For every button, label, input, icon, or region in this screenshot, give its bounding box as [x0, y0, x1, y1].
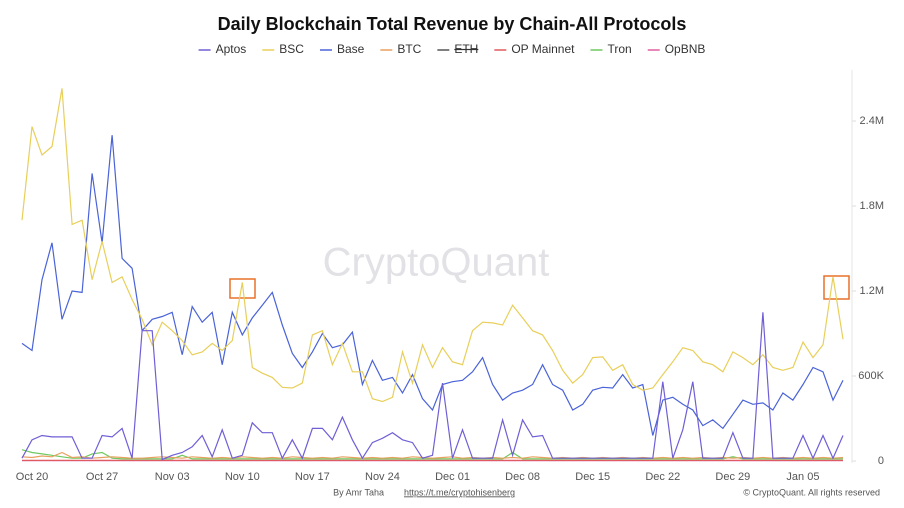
legend-label: Base	[337, 42, 365, 56]
footer-link[interactable]: https://t.me/cryptohisenberg	[404, 487, 515, 497]
y-tick-label: 0	[878, 455, 884, 467]
x-tick-label: Nov 03	[155, 471, 190, 483]
x-tick-label: Jan 05	[786, 471, 819, 483]
footer-author: By Amr Taha	[333, 487, 384, 497]
watermark: CryptoQuant	[323, 241, 550, 285]
legend-label: ETH	[454, 42, 478, 56]
y-tick-label: 1.8M	[860, 200, 884, 212]
legend-label: Tron	[607, 42, 631, 56]
x-tick-label: Dec 01	[435, 471, 470, 483]
y-tick-label: 1.2M	[860, 285, 884, 297]
legend-label: BTC	[397, 42, 421, 56]
legend: Aptos BSC Base BTC ETH OP Mainnet Tron OpBNB	[198, 42, 706, 56]
legend-label: BSC	[279, 42, 304, 56]
legend-label: Aptos	[216, 42, 247, 56]
x-tick-label: Oct 20	[16, 471, 48, 483]
footer-copyright: © CryptoQuant. All rights reserved	[743, 487, 880, 497]
y-tick-label: 2.4M	[860, 115, 884, 127]
x-tick-label: Dec 08	[505, 471, 540, 483]
x-tick-label: Nov 24	[365, 471, 400, 483]
legend-label: OP Mainnet	[511, 42, 575, 56]
highlight-box	[229, 278, 256, 299]
series-line	[21, 312, 844, 461]
x-tick-label: Nov 17	[295, 471, 330, 483]
legend-label: OpBNB	[665, 42, 706, 56]
y-tick-label: 600K	[858, 370, 884, 382]
x-tick-label: Dec 15	[575, 471, 610, 483]
x-tick-label: Dec 22	[645, 471, 680, 483]
series-line	[21, 135, 844, 436]
series-line	[21, 449, 843, 460]
chart-title: Daily Blockchain Total Revenue by Chain-…	[218, 14, 687, 34]
x-tick-label: Dec 29	[715, 471, 750, 483]
series-line	[21, 88, 844, 403]
x-tick-label: Oct 27	[86, 471, 118, 483]
x-tick-label: Nov 10	[225, 471, 260, 483]
